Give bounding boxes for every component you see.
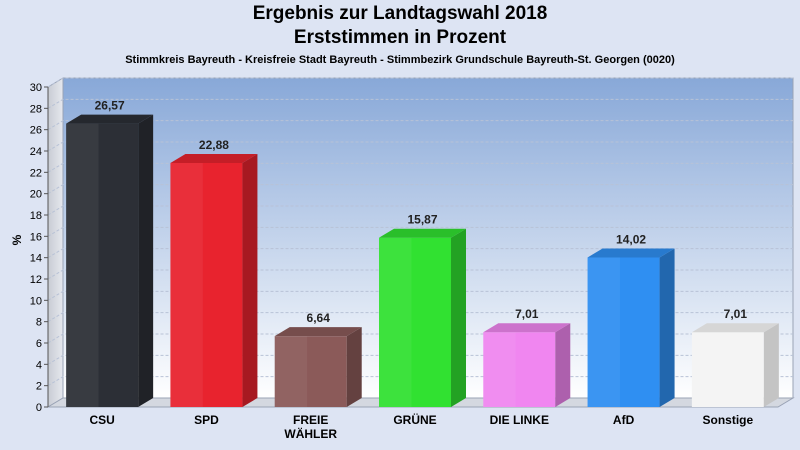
bar-spd: 22,88 bbox=[170, 138, 258, 407]
bar-highlight bbox=[691, 332, 725, 407]
y-tick-label: 30 bbox=[30, 82, 42, 94]
grid-line bbox=[47, 141, 793, 152]
bar-side bbox=[138, 114, 154, 407]
grid-line bbox=[47, 248, 793, 259]
y-tick-label: 26 bbox=[30, 125, 42, 137]
value-label: 22,88 bbox=[199, 138, 229, 152]
bar-side bbox=[763, 323, 779, 407]
grid-line bbox=[47, 98, 793, 109]
bar-front bbox=[379, 237, 451, 407]
bar-highlight bbox=[587, 257, 620, 407]
bar-top bbox=[170, 153, 258, 163]
grid-line bbox=[47, 162, 793, 173]
y-tick-label: 10 bbox=[30, 295, 42, 307]
grid-line bbox=[47, 205, 793, 216]
bar-front bbox=[483, 332, 556, 407]
bar-top bbox=[587, 248, 675, 258]
bar-csu: 26,57 bbox=[66, 99, 154, 407]
y-tick-label: 16 bbox=[30, 231, 42, 243]
y-tick-label: 20 bbox=[30, 189, 42, 201]
y-tick-label: 12 bbox=[30, 274, 42, 286]
grid-line bbox=[47, 120, 793, 131]
bar-top bbox=[483, 323, 571, 333]
bar-front bbox=[691, 332, 764, 407]
grid-line bbox=[47, 226, 793, 237]
x-tick-label: AfD bbox=[613, 413, 635, 427]
bar-grüne: 15,87 bbox=[379, 213, 466, 407]
x-tick-label: DIE LINKE bbox=[490, 413, 549, 427]
bar-side bbox=[346, 327, 362, 407]
bar-side bbox=[659, 248, 675, 407]
y-axis-label: % bbox=[10, 234, 24, 245]
bar-front bbox=[587, 257, 660, 407]
bar-side bbox=[451, 228, 466, 407]
chart-title: Ergebnis zur Landtagswahl 2018 bbox=[252, 3, 548, 24]
grid-line bbox=[47, 77, 793, 88]
value-label: 6,64 bbox=[307, 311, 331, 325]
chart-title-line2: Erststimmen in Prozent bbox=[293, 27, 507, 48]
y-tick-label: 0 bbox=[36, 402, 42, 414]
y-tick-label: 4 bbox=[36, 359, 42, 371]
grid-line bbox=[47, 333, 793, 344]
bar-top bbox=[691, 323, 779, 333]
y-tick-label: 6 bbox=[36, 338, 42, 350]
bar-front bbox=[66, 123, 139, 407]
value-label: 15,87 bbox=[407, 213, 437, 227]
grid-line bbox=[47, 290, 793, 301]
x-tick-label: WÄHLER bbox=[284, 426, 337, 441]
bar-highlight bbox=[379, 237, 412, 407]
bar-freie-wähler: 6,64 bbox=[274, 311, 362, 407]
plot-side-wall bbox=[47, 77, 64, 408]
value-label: 26,57 bbox=[95, 99, 125, 113]
x-tick-label: SPD bbox=[194, 413, 219, 427]
grid-line bbox=[47, 354, 793, 365]
grid-line bbox=[47, 269, 793, 280]
chart-subtitle: Stimmkreis Bayreuth - Kreisfreie Stadt B… bbox=[125, 54, 675, 66]
bar-highlight bbox=[483, 332, 516, 407]
x-tick-label: GRÜNE bbox=[393, 412, 436, 427]
bar-side bbox=[242, 153, 258, 407]
y-tick-label: 8 bbox=[36, 317, 42, 329]
y-tick-label: 28 bbox=[30, 103, 42, 115]
bar-top bbox=[274, 327, 362, 337]
value-label: 7,01 bbox=[724, 307, 748, 321]
bar-sonstige: 7,01 bbox=[691, 307, 779, 407]
bar-side bbox=[555, 323, 571, 407]
value-label: 7,01 bbox=[515, 307, 539, 321]
x-tick-label: Sonstige bbox=[703, 413, 754, 427]
grid-line bbox=[47, 184, 793, 195]
bar-die-linke: 7,01 bbox=[483, 307, 571, 407]
grid-line bbox=[47, 376, 793, 387]
x-tick-label: FREIE bbox=[293, 413, 328, 427]
y-tick-label: 14 bbox=[30, 253, 42, 265]
y-tick-label: 18 bbox=[30, 210, 42, 222]
bar-top bbox=[379, 228, 466, 238]
bar-afd: 14,02 bbox=[587, 232, 675, 407]
y-tick-label: 2 bbox=[36, 381, 42, 393]
bar-highlight bbox=[66, 123, 99, 407]
bar-front bbox=[274, 336, 347, 407]
y-tick-label: 24 bbox=[30, 146, 42, 158]
y-tick-label: 22 bbox=[30, 167, 42, 179]
bar-highlight bbox=[170, 162, 203, 407]
grid-line bbox=[47, 312, 793, 323]
value-label: 14,02 bbox=[616, 232, 646, 246]
x-tick-label: CSU bbox=[89, 413, 114, 427]
bar-front bbox=[170, 162, 243, 407]
bar-highlight bbox=[274, 336, 308, 407]
bar-top bbox=[66, 114, 154, 124]
